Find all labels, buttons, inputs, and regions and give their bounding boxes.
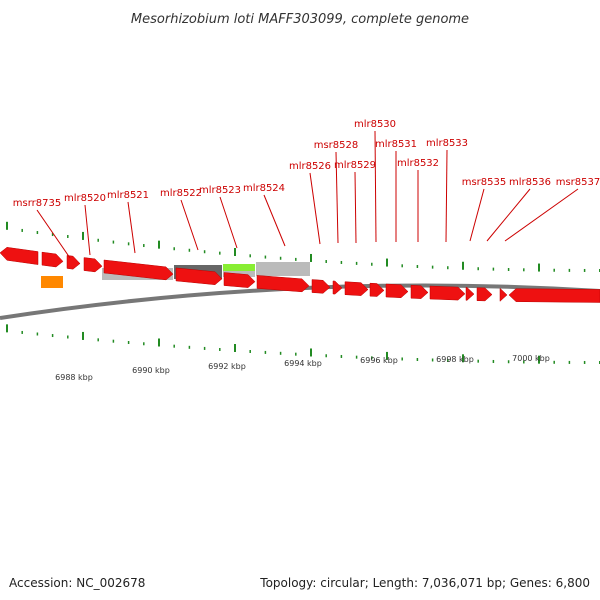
scale-label: 6992 kbp	[208, 362, 246, 371]
gene-label[interactable]: mlr8531	[375, 139, 417, 150]
gene-label[interactable]: mlr8532	[397, 158, 439, 169]
footer-accession: Accession: NC_002678	[9, 576, 145, 590]
gene-arrow[interactable]	[499, 287, 508, 302]
gene-arrow[interactable]	[0, 247, 39, 265]
gene-leader-line	[469, 188, 485, 242]
gene-arrow[interactable]	[175, 267, 223, 285]
gene-leader-line	[335, 151, 339, 244]
gene-label[interactable]: msr8535	[462, 177, 507, 188]
gene-arrow[interactable]	[410, 284, 429, 299]
gene-label[interactable]: mlr8524	[243, 183, 285, 194]
orange-feature[interactable]	[41, 276, 63, 288]
map-title: Mesorhizobium loti MAFF303099, complete …	[131, 12, 469, 27]
gene-label[interactable]: msrr8735	[13, 198, 61, 209]
gray-feature-3[interactable]	[256, 262, 310, 276]
scale-label: 7000 kbp	[512, 354, 550, 363]
gene-leader-line	[84, 204, 91, 256]
accession-label: Accession:	[9, 576, 73, 590]
lower-tick-track	[6, 324, 600, 364]
topology-value: circular	[320, 576, 365, 590]
length-label: Length:	[372, 576, 419, 590]
accession-value: NC_002678	[76, 576, 146, 590]
footer-genome-info: Topology: circular; Length: 7,036,071 bp…	[260, 576, 590, 590]
gene-arrow[interactable]	[429, 285, 466, 301]
gene-leader-line	[445, 149, 448, 243]
gene-label[interactable]: mlr8526	[289, 161, 331, 172]
gene-arrow[interactable]	[332, 280, 343, 295]
gene-arrow[interactable]	[256, 275, 310, 293]
green-feature[interactable]	[223, 264, 255, 271]
gene-leader-line	[36, 209, 71, 259]
genes-value: 6,800	[555, 576, 590, 590]
gene-label[interactable]: msr8537	[556, 177, 600, 188]
genes-label: Genes:	[509, 576, 552, 590]
gene-label[interactable]: mlr8521	[107, 190, 149, 201]
gene-leader-line	[504, 188, 579, 242]
gene-leader-line	[263, 194, 286, 247]
gene-label[interactable]: mlr8522	[160, 188, 202, 199]
gene-arrow[interactable]	[83, 257, 103, 273]
gene-arrow[interactable]	[508, 288, 600, 303]
gene-leader-line	[309, 172, 321, 245]
gene-arrow-track	[0, 247, 600, 303]
gene-arrow[interactable]	[103, 259, 174, 281]
gene-label[interactable]: msr8528	[314, 140, 359, 151]
gene-leader-line	[180, 199, 199, 251]
gene-label[interactable]: mlr8530	[354, 119, 396, 130]
gene-arrow[interactable]	[369, 282, 385, 297]
gene-arrow[interactable]	[66, 255, 81, 270]
gene-arrow[interactable]	[476, 287, 493, 302]
gene-arrow[interactable]	[223, 272, 256, 288]
length-value: 7,036,071 bp	[421, 576, 502, 590]
scale-label: 6990 kbp	[132, 366, 170, 375]
gene-label[interactable]: mlr8533	[426, 138, 468, 149]
upper-tick-track	[6, 221, 600, 272]
scale-label: 6994 kbp	[284, 359, 322, 368]
scale-label: 6998 kbp	[436, 355, 474, 364]
gene-arrow[interactable]	[344, 281, 369, 296]
topology-label: Topology:	[260, 576, 317, 590]
gene-leader-line	[127, 201, 136, 254]
gene-label[interactable]: mlr8536	[509, 177, 551, 188]
gene-arrow[interactable]	[41, 251, 64, 268]
scale-labels: 6988 kbp 6990 kbp 6992 kbp 6994 kbp 6996 kbp…	[55, 354, 550, 382]
gene-leader-line	[219, 196, 238, 249]
gene-arrow[interactable]	[465, 287, 475, 301]
gene-label[interactable]: mlr8520	[64, 193, 106, 204]
gene-leader-line	[486, 188, 531, 242]
scale-label: 6988 kbp	[55, 373, 93, 382]
gene-arrow[interactable]	[311, 279, 331, 294]
gene-leader-line	[354, 171, 357, 244]
gene-label[interactable]: mlr8523	[199, 185, 241, 196]
gene-arrow[interactable]	[385, 283, 409, 299]
scale-label: 6996 kbp	[360, 356, 398, 365]
gene-leader-line	[374, 130, 377, 243]
gene-label[interactable]: mlr8529	[334, 160, 376, 171]
